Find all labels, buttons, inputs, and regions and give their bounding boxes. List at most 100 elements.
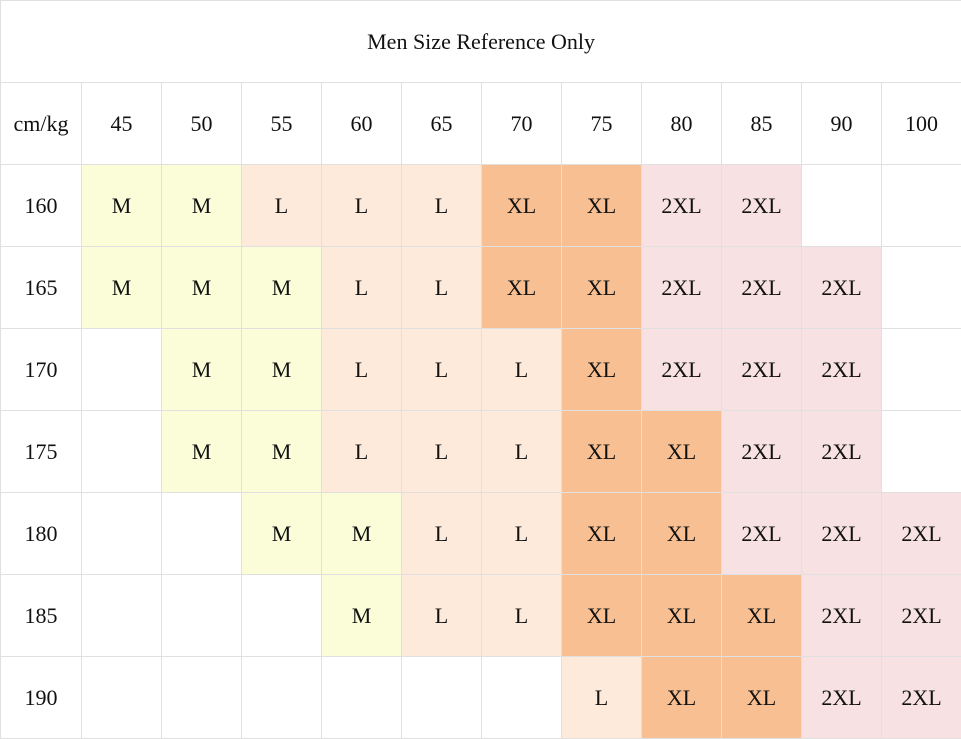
empty-cell: [481, 656, 562, 739]
size-cell: M: [321, 574, 402, 657]
size-cell: 2XL: [721, 492, 802, 575]
corner-label: cm/kg: [0, 82, 82, 165]
table-row: 175 M M L L L XL XL 2XL 2XL: [0, 410, 961, 493]
size-cell: L: [481, 410, 562, 493]
empty-cell: [321, 656, 402, 739]
size-cell: M: [161, 164, 242, 247]
size-cell: XL: [721, 656, 802, 739]
weight-header-80: 80: [641, 82, 722, 165]
empty-cell: [801, 164, 882, 247]
weight-header-50: 50: [161, 82, 242, 165]
table-row: 190 L XL XL 2XL 2XL: [0, 656, 961, 739]
size-cell: 2XL: [880, 492, 961, 575]
table-row: 160 M M L L L XL XL 2XL 2XL: [0, 164, 961, 247]
empty-cell: [241, 574, 322, 657]
weight-header-90: 90: [801, 82, 882, 165]
size-cell: L: [241, 164, 322, 247]
size-cell: L: [321, 164, 402, 247]
size-cell: M: [161, 246, 242, 329]
size-cell: XL: [641, 410, 722, 493]
height-label: 190: [0, 656, 82, 739]
size-cell: XL: [641, 492, 722, 575]
size-cell: 2XL: [721, 164, 802, 247]
size-cell: 2XL: [801, 492, 882, 575]
size-cell: M: [241, 328, 322, 411]
empty-cell: [880, 164, 961, 247]
height-label: 160: [0, 164, 82, 247]
size-cell: 2XL: [801, 328, 882, 411]
size-cell: XL: [561, 246, 642, 329]
empty-cell: [81, 410, 162, 493]
size-cell: XL: [561, 328, 642, 411]
size-cell: 2XL: [641, 328, 722, 411]
size-cell: 2XL: [801, 410, 882, 493]
weight-header-65: 65: [401, 82, 482, 165]
size-cell: 2XL: [801, 656, 882, 739]
empty-cell: [81, 656, 162, 739]
empty-cell: [880, 246, 961, 329]
weight-header-55: 55: [241, 82, 322, 165]
size-cell: 2XL: [641, 246, 722, 329]
table-row: 170 M M L L L XL 2XL 2XL 2XL: [0, 328, 961, 411]
size-cell: L: [561, 656, 642, 739]
empty-cell: [880, 328, 961, 411]
empty-cell: [880, 410, 961, 493]
weight-header-100: 100: [880, 82, 961, 165]
weight-header-85: 85: [721, 82, 802, 165]
size-cell: L: [401, 164, 482, 247]
weight-header-60: 60: [321, 82, 402, 165]
size-cell: XL: [561, 410, 642, 493]
empty-cell: [161, 656, 242, 739]
weight-header-row: cm/kg 45 50 55 60 65 70 75 80 85 90 100: [0, 82, 961, 165]
size-cell: XL: [561, 574, 642, 657]
size-cell: M: [161, 410, 242, 493]
size-cell: 2XL: [801, 246, 882, 329]
size-cell: M: [321, 492, 402, 575]
height-label: 175: [0, 410, 82, 493]
size-cell: XL: [641, 656, 722, 739]
size-cell: L: [401, 492, 482, 575]
empty-cell: [81, 574, 162, 657]
empty-cell: [81, 492, 162, 575]
size-cell: L: [401, 410, 482, 493]
size-cell: 2XL: [880, 574, 961, 657]
empty-cell: [401, 656, 482, 739]
table-row: 180 M M L L XL XL 2XL 2XL 2XL: [0, 492, 961, 575]
size-cell: XL: [641, 574, 722, 657]
size-cell: XL: [721, 574, 802, 657]
height-label: 165: [0, 246, 82, 329]
height-label: 170: [0, 328, 82, 411]
height-label: 180: [0, 492, 82, 575]
size-cell: 2XL: [721, 246, 802, 329]
size-cell: L: [401, 328, 482, 411]
size-cell: L: [401, 574, 482, 657]
size-cell: 2XL: [801, 574, 882, 657]
size-cell: L: [481, 328, 562, 411]
size-cell: XL: [561, 164, 642, 247]
size-cell: L: [321, 410, 402, 493]
size-cell: M: [241, 410, 322, 493]
size-cell: XL: [561, 492, 642, 575]
size-cell: XL: [481, 246, 562, 329]
height-label: 185: [0, 574, 82, 657]
size-cell: 2XL: [721, 328, 802, 411]
size-cell: 2XL: [641, 164, 722, 247]
size-cell: L: [481, 574, 562, 657]
size-cell: L: [481, 492, 562, 575]
size-cell: 2XL: [721, 410, 802, 493]
empty-cell: [241, 656, 322, 739]
empty-cell: [161, 492, 242, 575]
chart-title: Men Size Reference Only: [0, 0, 961, 83]
table-row: 185 M L L XL XL XL 2XL 2XL: [0, 574, 961, 657]
weight-header-70: 70: [481, 82, 562, 165]
weight-header-75: 75: [561, 82, 642, 165]
size-cell: L: [401, 246, 482, 329]
size-cell: M: [81, 246, 162, 329]
weight-header-45: 45: [81, 82, 162, 165]
size-cell: M: [241, 492, 322, 575]
table-row: 165 M M M L L XL XL 2XL 2XL 2XL: [0, 246, 961, 329]
size-cell: L: [321, 328, 402, 411]
size-cell: M: [81, 164, 162, 247]
